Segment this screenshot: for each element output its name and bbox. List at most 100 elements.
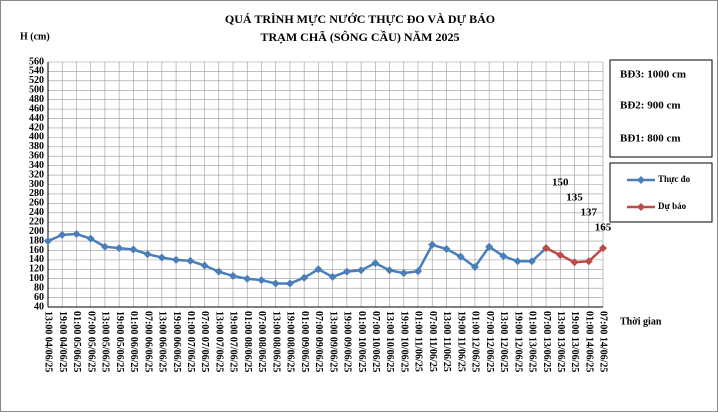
alert-level: BĐ2: 900 cm bbox=[620, 100, 681, 112]
data-point bbox=[414, 267, 422, 276]
y-tick-label: 480 bbox=[29, 94, 44, 105]
data-point bbox=[599, 244, 607, 253]
y-tick-label: 400 bbox=[29, 132, 44, 143]
data-point bbox=[129, 245, 138, 254]
data-point bbox=[172, 255, 181, 264]
data-label: 135 bbox=[566, 192, 583, 204]
y-tick-label: 340 bbox=[29, 160, 44, 171]
data-point bbox=[200, 261, 209, 270]
x-tick-label: 01:00 05/06/25 bbox=[71, 311, 82, 372]
data-point bbox=[513, 257, 522, 266]
x-tick-label: 19:00 04/06/25 bbox=[57, 311, 68, 372]
x-tick-label: 07:00 14/06/25 bbox=[598, 311, 609, 372]
alert-level: BĐ1: 800 cm bbox=[620, 133, 681, 145]
data-point bbox=[44, 237, 52, 246]
data-point bbox=[442, 245, 451, 254]
x-tick-label: 13:00 10/06/25 bbox=[384, 311, 395, 372]
y-tick-label: 460 bbox=[29, 103, 44, 114]
x-tick-label: 19:00 09/06/25 bbox=[342, 311, 353, 372]
y-tick-label: 520 bbox=[29, 75, 44, 86]
x-tick-label: 01:00 06/06/25 bbox=[128, 311, 139, 372]
x-tick-label: 13:00 08/06/25 bbox=[270, 311, 281, 372]
y-tick-label: 380 bbox=[29, 141, 44, 152]
data-point bbox=[86, 234, 95, 243]
data-label: 150 bbox=[552, 177, 569, 189]
x-tick-label: 19:00 08/06/25 bbox=[285, 311, 296, 372]
data-point bbox=[371, 259, 380, 268]
x-tick-label: 19:00 13/06/25 bbox=[569, 311, 580, 372]
data-point bbox=[300, 273, 309, 282]
x-tick-label: 13:00 11/06/25 bbox=[441, 311, 452, 372]
x-tick-label: 01:00 14/06/25 bbox=[583, 311, 594, 372]
chart-title: QUÁ TRÌNH MỰC NƯỚC THỰC ĐO VÀ DỰ BÁO bbox=[225, 12, 495, 26]
y-tick-label: 60 bbox=[34, 292, 44, 303]
y-tick-label: 140 bbox=[29, 254, 44, 265]
x-tick-label: 19:00 11/06/25 bbox=[455, 311, 466, 372]
x-tick-label: 07:00 11/06/25 bbox=[427, 311, 438, 372]
legend-box bbox=[609, 162, 713, 223]
legend-marker bbox=[637, 203, 645, 211]
legend-label: Dự báo bbox=[658, 201, 687, 211]
data-point bbox=[115, 244, 124, 253]
data-point bbox=[157, 253, 166, 262]
x-tick-label: 19:00 05/06/25 bbox=[114, 311, 125, 372]
x-tick-label: 13:00 05/06/25 bbox=[100, 311, 111, 372]
x-tick-label: 13:00 06/06/25 bbox=[157, 311, 168, 372]
x-tick-label: 19:00 07/06/25 bbox=[228, 311, 239, 372]
y-tick-label: 160 bbox=[29, 245, 44, 256]
legend-label: Thực đo bbox=[658, 174, 691, 184]
data-point bbox=[570, 258, 579, 267]
data-label: 137 bbox=[581, 207, 598, 219]
data-point bbox=[499, 252, 508, 261]
x-tick-label: 01:00 10/06/25 bbox=[356, 311, 367, 372]
data-point bbox=[285, 279, 294, 288]
y-tick-label: 80 bbox=[34, 282, 44, 293]
data-point bbox=[186, 256, 195, 265]
y-tick-label: 240 bbox=[29, 207, 44, 218]
y-tick-label: 220 bbox=[29, 216, 44, 227]
x-tick-label: 01:00 09/06/25 bbox=[299, 311, 310, 372]
x-tick-label: 07:00 12/06/25 bbox=[484, 311, 495, 372]
data-point bbox=[584, 257, 593, 266]
data-point bbox=[385, 266, 394, 275]
data-point bbox=[342, 267, 351, 276]
y-axis-label: H (cm) bbox=[20, 31, 50, 42]
y-tick-label: 320 bbox=[29, 169, 44, 180]
data-point bbox=[428, 240, 437, 249]
x-tick-label: 13:00 04/06/25 bbox=[43, 311, 54, 372]
chart-subtitle: TRẠM CHÃ (SÔNG CẦU) NĂM 2025 bbox=[261, 29, 460, 44]
y-tick-label: 280 bbox=[29, 188, 44, 199]
data-point bbox=[456, 252, 465, 261]
data-point bbox=[271, 279, 280, 288]
y-tick-label: 300 bbox=[29, 179, 44, 190]
x-tick-label: 01:00 13/06/25 bbox=[527, 311, 538, 372]
data-point bbox=[357, 266, 366, 275]
data-point bbox=[72, 229, 81, 238]
x-tick-label: 19:00 10/06/25 bbox=[398, 311, 409, 372]
x-tick-label: 01:00 08/06/25 bbox=[242, 311, 253, 372]
data-point bbox=[214, 267, 223, 276]
data-point bbox=[314, 265, 323, 274]
y-tick-label: 420 bbox=[29, 122, 44, 133]
data-point bbox=[527, 257, 536, 266]
data-point bbox=[399, 269, 408, 278]
y-tick-label: 180 bbox=[29, 235, 44, 246]
data-point bbox=[143, 250, 152, 259]
y-tick-label: 560 bbox=[29, 56, 44, 67]
x-tick-label: 07:00 10/06/25 bbox=[370, 311, 381, 372]
y-tick-label: 540 bbox=[29, 66, 44, 77]
y-tick-label: 360 bbox=[29, 151, 44, 162]
y-tick-label: 260 bbox=[29, 198, 44, 209]
data-point bbox=[243, 274, 252, 283]
data-point bbox=[58, 230, 67, 239]
data-point bbox=[229, 271, 237, 280]
x-tick-label: 07:00 08/06/25 bbox=[256, 311, 267, 372]
data-point bbox=[542, 244, 551, 253]
alert-level: BĐ3: 1000 cm bbox=[620, 69, 686, 81]
data-point bbox=[485, 242, 494, 251]
x-tick-label: 07:00 09/06/25 bbox=[313, 311, 324, 372]
x-tick-label: 19:00 06/06/25 bbox=[171, 311, 182, 372]
alert-box bbox=[609, 59, 713, 158]
y-tick-label: 200 bbox=[29, 226, 44, 237]
